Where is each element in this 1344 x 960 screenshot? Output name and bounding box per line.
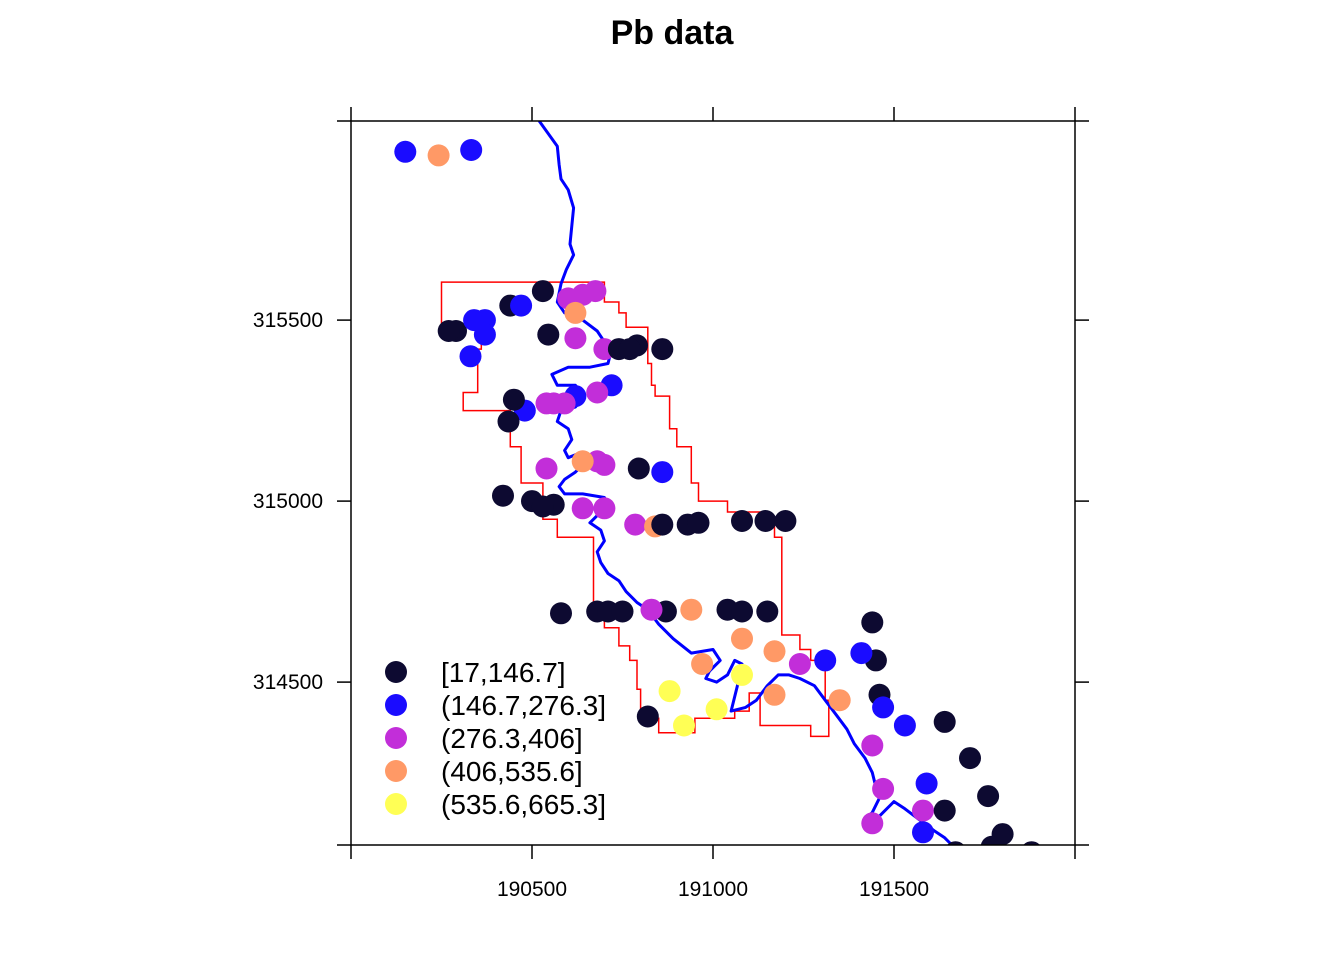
x-tick-label: 191000 <box>678 878 748 901</box>
legend-marker <box>385 661 407 683</box>
data-point <box>763 683 786 706</box>
data-point <box>658 680 681 703</box>
data-point <box>912 799 934 822</box>
data-point <box>977 785 1000 808</box>
data-point <box>593 497 616 520</box>
data-point <box>651 513 674 536</box>
data-point <box>731 663 753 686</box>
y-tick-label: 315500 <box>253 309 323 332</box>
legend-marker <box>385 727 407 749</box>
data-point <box>459 345 482 368</box>
data-point <box>564 327 587 350</box>
data-point <box>731 627 753 650</box>
data-point <box>872 777 895 800</box>
data-point <box>627 457 650 480</box>
axes-layer: 190500 191000 191500 314500 315000 315500 <box>253 107 1089 901</box>
data-point <box>394 140 417 163</box>
data-point <box>564 301 587 324</box>
data-point <box>861 611 884 634</box>
data-point <box>651 338 674 361</box>
x-tick-label: 190500 <box>497 878 567 901</box>
data-point <box>861 812 884 835</box>
data-point <box>947 841 964 845</box>
points-layer <box>394 139 1040 845</box>
legend-label: (406,535.6] <box>441 756 583 787</box>
data-point <box>915 772 938 795</box>
chart-title: Pb data <box>611 14 735 52</box>
legend-marker <box>385 694 407 716</box>
data-point <box>531 495 554 518</box>
data-point <box>933 799 956 822</box>
data-point <box>473 323 496 346</box>
legend-label: (535.6,665.3] <box>441 789 606 820</box>
data-point <box>550 602 572 625</box>
data-point <box>571 450 594 473</box>
data-point <box>814 649 837 672</box>
data-point <box>850 642 873 665</box>
data-point <box>680 598 703 621</box>
data-point <box>959 747 981 770</box>
data-point <box>427 144 450 167</box>
data-point <box>705 698 728 721</box>
data-point <box>531 280 554 303</box>
data-point <box>788 653 811 675</box>
river-layer <box>537 121 953 845</box>
data-point <box>893 714 916 737</box>
data-point <box>687 511 710 534</box>
data-point <box>640 598 663 621</box>
data-point <box>731 510 753 532</box>
data-point <box>756 600 779 623</box>
data-point <box>754 510 777 532</box>
y-tick-label: 314500 <box>253 671 323 694</box>
legend-label: (276.3,406] <box>441 723 583 754</box>
data-point <box>586 381 609 404</box>
data-point <box>774 510 797 532</box>
y-tick-label: 315000 <box>253 490 323 513</box>
data-point <box>872 696 895 719</box>
data-point <box>763 640 786 663</box>
data-point <box>593 453 616 476</box>
data-point <box>510 294 533 317</box>
data-point <box>673 714 695 737</box>
data-point <box>502 388 525 411</box>
data-point <box>611 600 634 623</box>
data-point <box>584 280 607 303</box>
data-point <box>460 139 483 161</box>
data-point <box>828 689 851 712</box>
data-point <box>542 392 565 415</box>
data-point <box>933 710 956 733</box>
data-point <box>980 835 1003 845</box>
data-point <box>497 410 520 433</box>
data-point <box>912 821 934 844</box>
data-point <box>571 497 594 520</box>
data-point <box>437 320 460 342</box>
legend-label: [17,146.7] <box>441 657 566 688</box>
data-point <box>731 600 753 623</box>
data-point <box>651 461 674 484</box>
river-line <box>537 121 953 845</box>
legend-label: (146.7,276.3] <box>441 690 606 721</box>
data-point <box>492 484 514 507</box>
x-tick-label: 191500 <box>859 878 929 901</box>
legend-marker <box>385 793 407 815</box>
legend: [17,146.7](146.7,276.3](276.3,406](406,5… <box>385 657 606 820</box>
data-point <box>636 705 659 728</box>
data-point <box>537 323 560 346</box>
data-point <box>618 338 641 361</box>
data-point <box>624 513 647 536</box>
legend-marker <box>385 760 407 782</box>
data-point <box>1023 841 1040 845</box>
data-point <box>535 457 558 480</box>
data-point <box>861 734 884 757</box>
data-point <box>691 653 714 675</box>
